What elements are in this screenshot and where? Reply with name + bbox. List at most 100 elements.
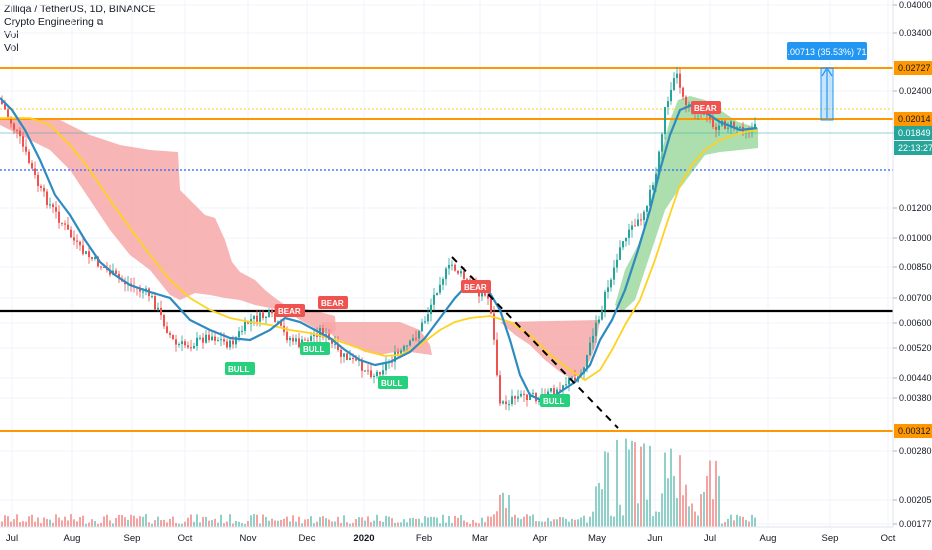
symbol-title[interactable]: Zilliqa / TetherUS, 1D, BINANCE — [4, 3, 156, 15]
candle-body — [589, 342, 591, 356]
volume-bar — [409, 518, 411, 527]
bull-signal-label: BULL — [228, 365, 249, 374]
bear-signal-box — [275, 304, 305, 317]
volume-bar — [394, 522, 396, 527]
volume-bar — [139, 516, 141, 527]
volume-bar — [397, 522, 399, 527]
volume-bar — [274, 520, 276, 527]
candle-body — [664, 107, 666, 135]
candle-body — [274, 313, 276, 322]
candle-body — [625, 237, 627, 242]
volume-bar — [439, 523, 441, 527]
volume-bar — [511, 516, 513, 527]
candle-body — [655, 173, 657, 185]
volume-bar — [46, 519, 48, 527]
candle-body — [499, 375, 501, 404]
candle-body — [565, 384, 567, 386]
candle-body — [613, 267, 615, 280]
price-tag-box — [894, 112, 932, 126]
bull-signal-label: BULL — [303, 345, 324, 354]
volume-bar — [565, 518, 567, 527]
candle-body — [406, 345, 408, 347]
candle-body — [667, 101, 669, 108]
candle-body — [85, 251, 87, 254]
time-tick-label: Sep — [822, 533, 839, 544]
time-tick-label: Nov — [240, 533, 257, 544]
volume-bar — [469, 523, 471, 527]
volume-bar — [502, 492, 504, 527]
candle-body — [421, 322, 423, 332]
candle-body — [463, 271, 465, 279]
volume-bar — [430, 516, 432, 527]
volume-bar — [328, 519, 330, 527]
time-tick-label: Jul — [6, 533, 18, 544]
price-tick-label: 0.03400 — [899, 28, 932, 38]
volume-bar — [562, 517, 564, 527]
candle-body — [73, 237, 75, 241]
volume-bar — [172, 516, 174, 527]
candle-body — [451, 264, 453, 266]
volume-bar — [286, 516, 288, 527]
volume-bar — [61, 520, 63, 527]
price-tick-label: 0.00440 — [899, 373, 932, 383]
candle-body — [52, 204, 54, 208]
candle-body — [295, 338, 297, 342]
volume-bar — [694, 511, 696, 527]
volume-bar — [586, 522, 588, 527]
candle-body — [718, 125, 720, 130]
copy-icon[interactable]: ⧉ — [96, 17, 104, 27]
indicator-row-crypto[interactable]: Crypto Engineering ⧉ — [4, 16, 156, 29]
candle-body — [517, 396, 519, 399]
volume-bar — [385, 515, 387, 527]
volume-bar — [211, 520, 213, 527]
volume-bar — [556, 519, 558, 527]
volume-bar — [520, 519, 522, 527]
volume-bar — [28, 516, 30, 527]
candle-body — [10, 116, 12, 124]
candle-body — [634, 225, 636, 227]
volume-bar — [301, 523, 303, 527]
candle-body — [424, 321, 426, 323]
volume-bar — [283, 518, 285, 527]
volume-bar — [178, 523, 180, 527]
time-tick-label: Feb — [416, 533, 432, 544]
volume-bar — [418, 518, 420, 527]
candle-body — [199, 337, 201, 339]
volume-bar — [208, 520, 210, 527]
price-tick-label: 0.00850 — [899, 262, 932, 272]
volume-bar — [481, 517, 483, 527]
candle-body — [196, 337, 198, 347]
volume-bar — [457, 517, 459, 527]
candle-body — [454, 264, 456, 271]
candle-body — [187, 345, 189, 348]
volume-bar — [472, 519, 474, 527]
candle-body — [286, 331, 288, 341]
price-tag-label: 0.02727 — [898, 63, 931, 73]
volume-bar — [16, 514, 18, 527]
candle-body — [313, 333, 315, 337]
measure-label-box — [787, 42, 867, 60]
candle-body — [46, 191, 48, 206]
candle-body — [22, 136, 24, 147]
volume-bar — [604, 451, 606, 527]
time-axis[interactable]: Jul Aug Sep Oct Nov Dec 2020 Feb Mar Apr May Jun Jul… — [6, 533, 896, 544]
candle-body — [244, 321, 246, 331]
bull-signal-box — [225, 362, 255, 375]
volume-bar — [364, 520, 366, 527]
candle-body — [64, 223, 66, 225]
indicator-vol-2[interactable]: Vol — [4, 42, 19, 54]
price-tick-label: 0.00520 — [899, 343, 932, 353]
indicator-vol-1[interactable]: Vol — [4, 29, 19, 41]
volume-bar — [181, 523, 183, 527]
candle-body — [382, 370, 384, 375]
volume-bar — [334, 521, 336, 527]
volume-bar — [676, 498, 678, 527]
candle-body — [43, 187, 45, 192]
price-axis[interactable]: 0.040000.034000.024000.014000.012000.010… — [893, 0, 932, 529]
signal-markers: BULL BULL BULL BULL BEAR BEAR BEAR BEAR — [225, 101, 721, 407]
candle-body — [238, 331, 240, 338]
candle-body — [256, 315, 258, 322]
volume-bar — [691, 503, 693, 527]
candle-body — [229, 340, 231, 348]
